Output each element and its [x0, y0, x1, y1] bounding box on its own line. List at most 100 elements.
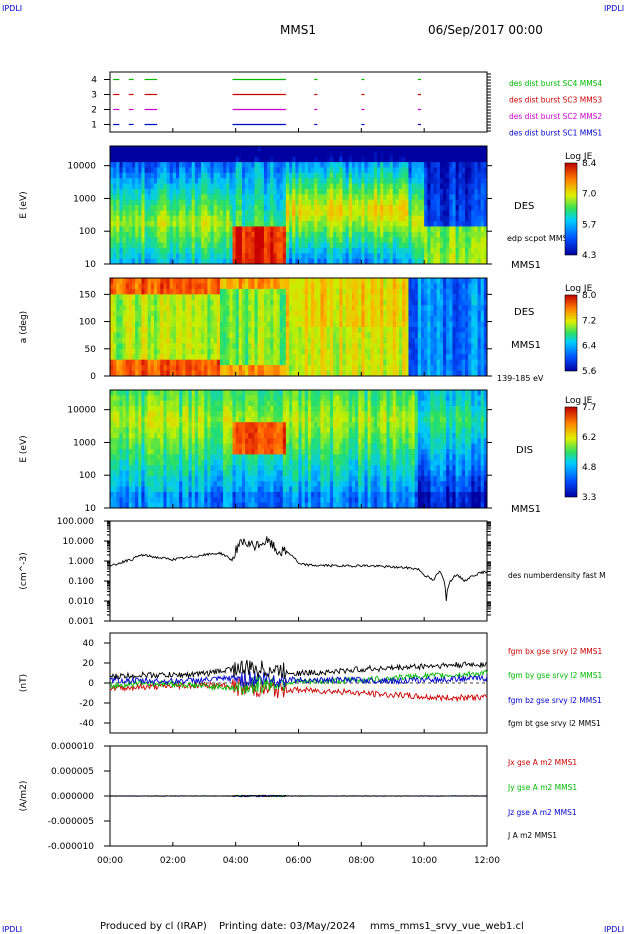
heatmap-cell	[342, 146, 347, 152]
heatmap-cell	[122, 167, 127, 174]
heatmap-cell	[122, 400, 127, 407]
heatmap-cell	[443, 321, 447, 328]
heatmap-cell	[471, 253, 475, 260]
heatmap-cell	[461, 231, 466, 238]
heatmap-cell	[373, 288, 378, 295]
heatmap-cell	[248, 332, 252, 339]
heatmap-cell	[361, 278, 365, 284]
heatmap-cell	[122, 210, 127, 217]
heatmap-cell	[455, 370, 460, 377]
heatmap-cell	[452, 162, 456, 168]
heatmap-cell	[260, 210, 265, 217]
heatmap-cell	[399, 348, 403, 355]
heatmap-cell	[207, 199, 211, 206]
heatmap-cell	[110, 305, 114, 312]
heatmap-cell	[471, 167, 475, 174]
heatmap-cell	[223, 215, 227, 222]
heatmap-cell	[182, 183, 186, 190]
heatmap-cell	[119, 178, 123, 184]
heatmap-cell	[179, 359, 183, 366]
heatmap-cell	[216, 242, 221, 249]
heatmap-cell	[141, 310, 145, 317]
heatmap-cell	[147, 226, 152, 233]
heatmap-cell	[201, 146, 205, 152]
heatmap-cell	[355, 370, 359, 377]
heatmap-cell	[455, 305, 460, 312]
heatmap-cell	[333, 278, 337, 284]
heatmap-cell	[345, 321, 350, 328]
heatmap-cell	[226, 199, 230, 206]
heatmap-cell	[204, 162, 208, 168]
heatmap-cell	[147, 188, 152, 195]
heatmap-cell	[439, 370, 444, 377]
heatmap-cell	[251, 194, 255, 201]
heatmap-cell	[471, 343, 475, 350]
heatmap-cell	[210, 348, 215, 355]
heatmap-cell	[235, 299, 240, 306]
heatmap-cell	[241, 348, 246, 355]
heatmap-cell	[223, 178, 227, 184]
heatmap-cell	[292, 178, 296, 184]
heatmap-cell	[395, 283, 400, 290]
heatmap-cell	[455, 294, 460, 301]
heatmap-cell	[477, 299, 482, 306]
heatmap-cell	[295, 210, 299, 217]
heatmap-cell	[289, 226, 293, 233]
heatmap-cell	[128, 242, 133, 249]
heatmap-cell	[279, 258, 284, 265]
heatmap-cell	[351, 199, 356, 206]
heatmap-cell	[119, 470, 123, 477]
heatmap-cell	[471, 247, 475, 254]
heatmap-cell	[160, 305, 164, 312]
heatmap-cell	[439, 288, 444, 295]
heatmap-cell	[298, 199, 303, 206]
heatmap-cell	[298, 370, 303, 377]
heatmap-cell	[210, 178, 215, 184]
heatmap-cell	[392, 231, 397, 238]
heatmap-cell	[443, 167, 447, 174]
heatmap-cell	[446, 348, 450, 355]
heatmap-cell	[160, 210, 164, 217]
heatmap-cell	[417, 359, 422, 366]
heatmap-cell	[480, 343, 485, 350]
heatmap-cell	[216, 348, 221, 355]
heatmap-cell	[446, 305, 450, 312]
heatmap-cell	[122, 365, 127, 371]
heatmap-cell	[339, 221, 343, 227]
heatmap-cell	[179, 188, 183, 195]
heatmap-cell	[289, 337, 293, 344]
heatmap-cell	[292, 215, 296, 222]
heatmap-cell	[191, 146, 196, 152]
heatmap-cell	[427, 310, 431, 317]
heatmap-cell	[276, 156, 281, 163]
heatmap-cell	[339, 247, 343, 254]
heatmap-cell	[320, 172, 325, 179]
heatmap-cell	[279, 365, 284, 371]
heatmap-cell	[122, 416, 127, 423]
heatmap-cell	[289, 253, 293, 260]
heatmap-cell	[471, 146, 475, 152]
heatmap-cell	[370, 321, 375, 328]
heatmap-cell	[235, 288, 240, 295]
heatmap-cell	[320, 194, 325, 201]
heatmap-cell	[458, 305, 463, 312]
heatmap-cell	[471, 221, 475, 227]
heatmap-cell	[207, 178, 211, 184]
heatmap-cell	[402, 167, 406, 174]
heatmap-cell	[436, 294, 441, 301]
heatmap-cell	[414, 332, 419, 339]
heatmap-cell	[263, 199, 268, 206]
heatmap-cell	[138, 226, 142, 233]
heatmap-cell	[110, 470, 114, 477]
heatmap-cell	[351, 299, 356, 306]
heatmap-cell	[468, 283, 472, 290]
heatmap-cell	[138, 194, 142, 201]
heatmap-cell	[298, 321, 303, 328]
heatmap-cell	[395, 327, 400, 333]
heatmap-cell	[144, 305, 149, 312]
heatmap-cell	[480, 253, 485, 260]
heatmap-cell	[251, 253, 255, 260]
heatmap-cell	[471, 294, 475, 301]
heatmap-cell	[179, 156, 183, 163]
heatmap-cell	[329, 242, 334, 249]
